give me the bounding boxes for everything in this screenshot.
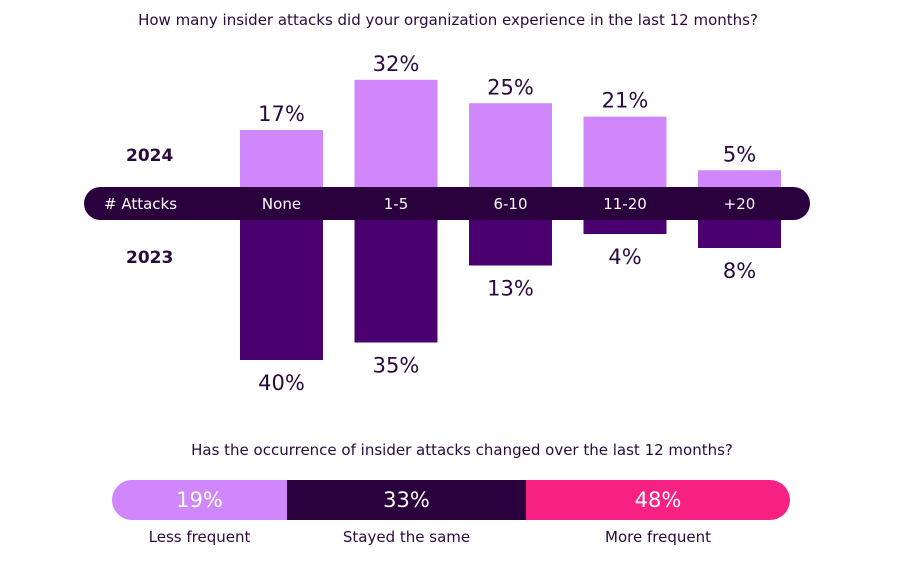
category-tick-label: +20 [724,195,756,213]
bar-2023-+20 [698,218,781,248]
bar-2024-1-5 [354,79,438,189]
bar-2023-1-5 [354,218,438,343]
chart-title-change: Has the occurrence of insider attacks ch… [191,441,733,459]
series-label-2024: 2024 [126,146,173,166]
bar-2024-None [240,130,323,189]
axis-label: # Attacks [104,195,177,213]
category-tick-label: 11-20 [603,195,647,213]
label-more-frequent: More frequent [605,528,711,546]
data-label-2024: 17% [258,102,305,126]
category-tick-label: None [262,195,301,213]
data-label-2023: 35% [373,354,420,378]
data-label-2023: 4% [608,245,641,269]
segment-less-frequent: 19% [112,480,287,520]
stacked-bar: 19% 33% 48% [112,480,790,520]
axis-band [84,187,810,220]
bar-2023-11-20 [583,218,667,234]
segment-more-frequent: 48% [526,480,790,520]
bar-2024-6-10 [469,103,552,189]
data-label-2024: 32% [373,52,420,76]
data-label-2024: 5% [723,142,756,166]
series-label-2023: 2023 [126,248,173,268]
label-less-frequent: Less frequent [148,528,251,546]
bar-2023-None [240,218,323,360]
bar-2024-+20 [698,170,781,189]
data-label-2024: 21% [602,89,649,113]
bar-2023-6-10 [469,218,552,266]
data-label-2023: 40% [258,371,305,395]
bar-2024-11-20 [583,116,667,189]
category-tick-label: 6-10 [493,195,527,213]
label-stayed-same: Stayed the same [342,528,471,546]
data-label-2023: 13% [487,277,534,301]
data-label-2023: 8% [723,259,756,283]
category-tick-label: 1-5 [384,195,409,213]
segment-stayed-same: 33% [287,480,526,520]
diverging-bar-chart: 17% 40% 32% 35% 25% 13% 21% 4% 5% 8% # Attacks None… [84,52,810,395]
chart-title-attacks: How many insider attacks did your organi… [138,11,758,29]
data-label-2024: 25% [487,75,534,99]
